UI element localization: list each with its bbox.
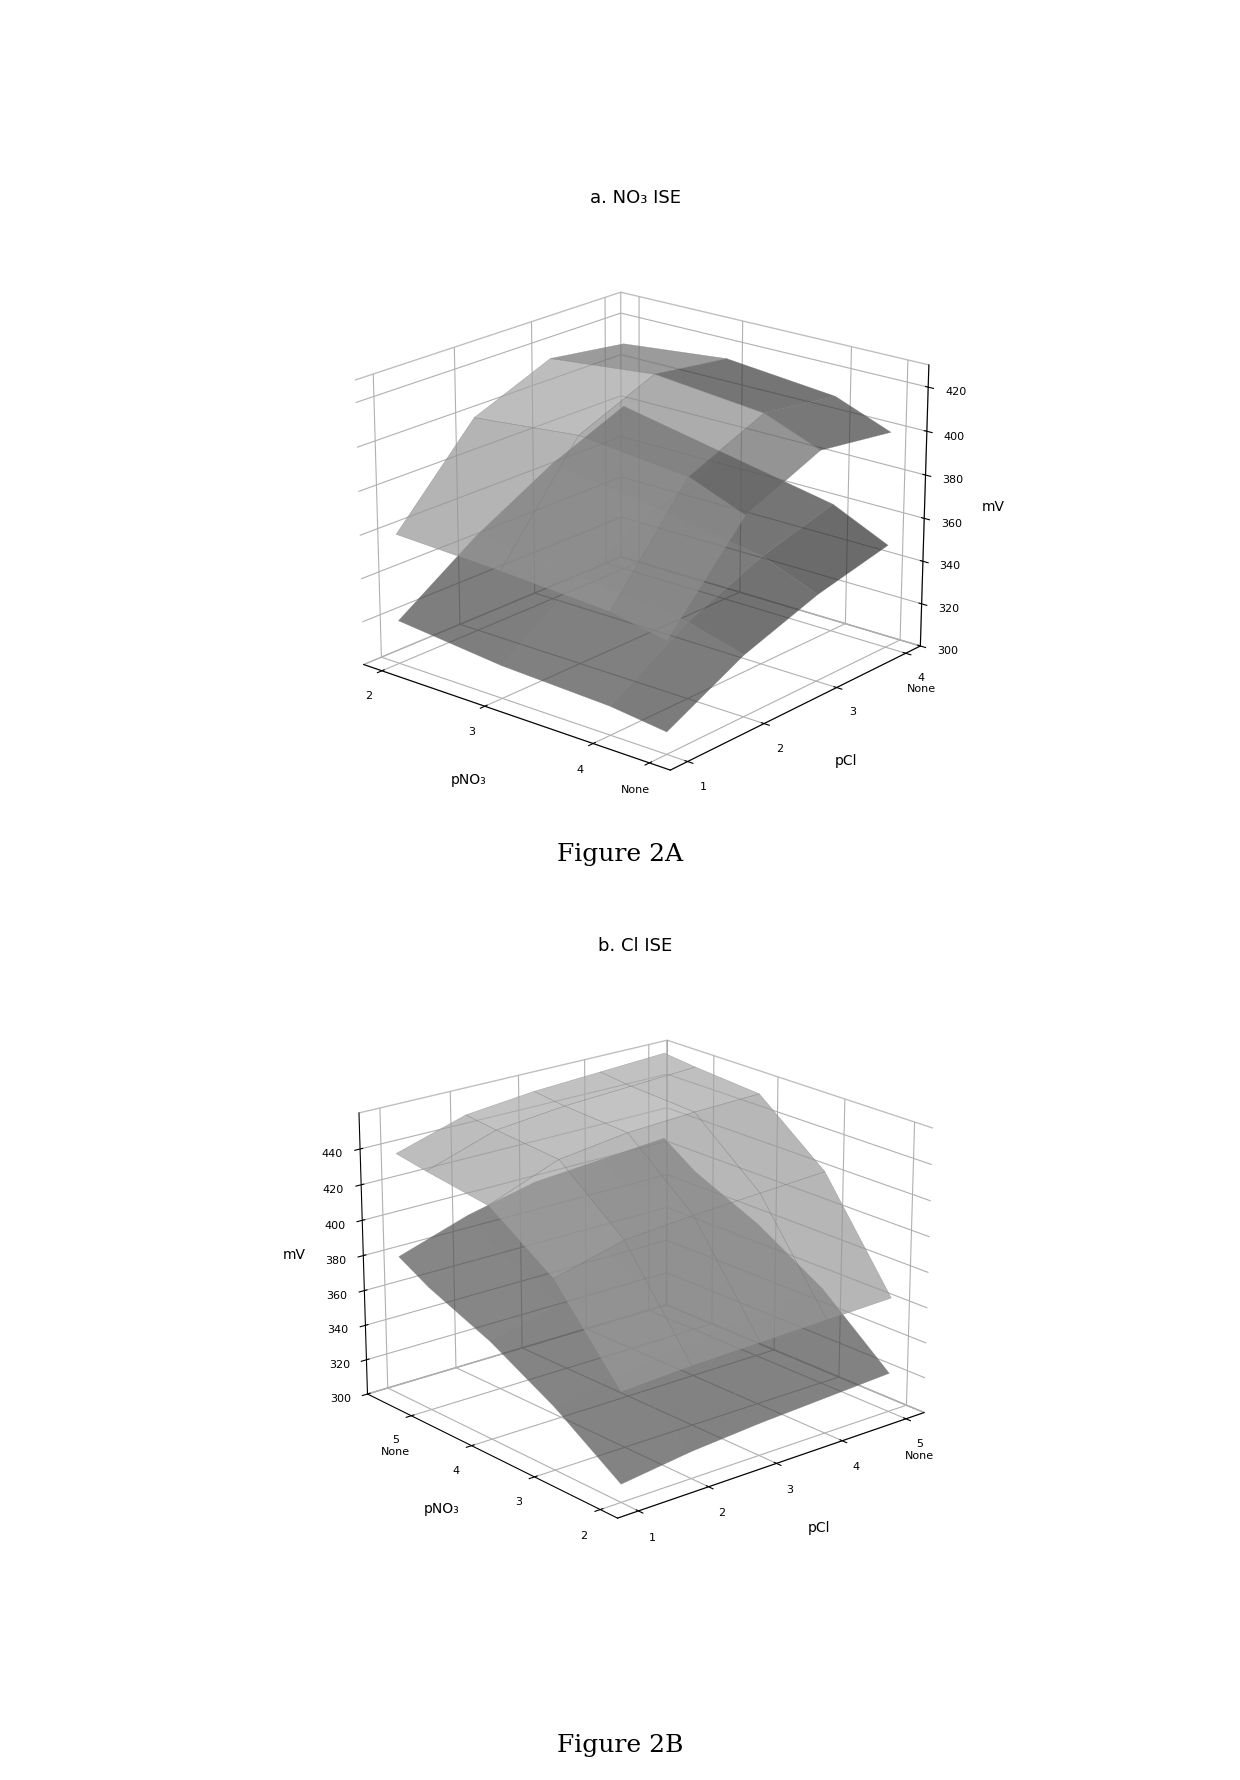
Title: a. NO₃ ISE: a. NO₃ ISE: [590, 189, 681, 206]
Y-axis label: pNO₃: pNO₃: [424, 1502, 459, 1515]
Text: Figure 2A: Figure 2A: [557, 844, 683, 865]
X-axis label: pCl: pCl: [807, 1520, 830, 1534]
Title: b. Cl ISE: b. Cl ISE: [599, 936, 672, 954]
Text: Figure 2B: Figure 2B: [557, 1734, 683, 1755]
X-axis label: pNO₃: pNO₃: [451, 773, 487, 787]
Y-axis label: pCl: pCl: [835, 755, 858, 767]
